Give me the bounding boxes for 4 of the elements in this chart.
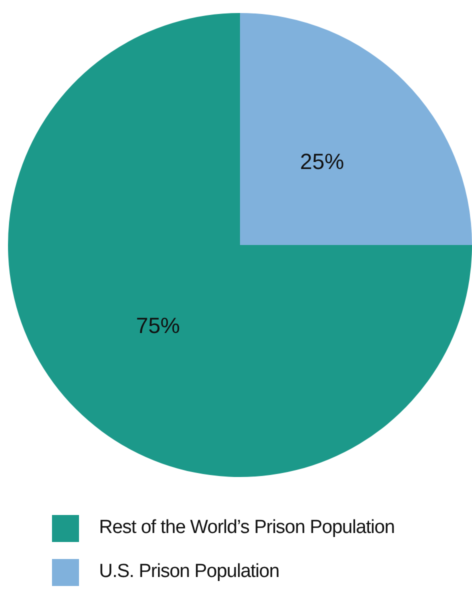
data-label: 25% — [300, 149, 344, 174]
legend-label: U.S. Prison Population — [99, 561, 280, 583]
data-label: 75% — [136, 313, 180, 338]
legend-label: Rest of the World’s Prison Population — [99, 517, 395, 539]
